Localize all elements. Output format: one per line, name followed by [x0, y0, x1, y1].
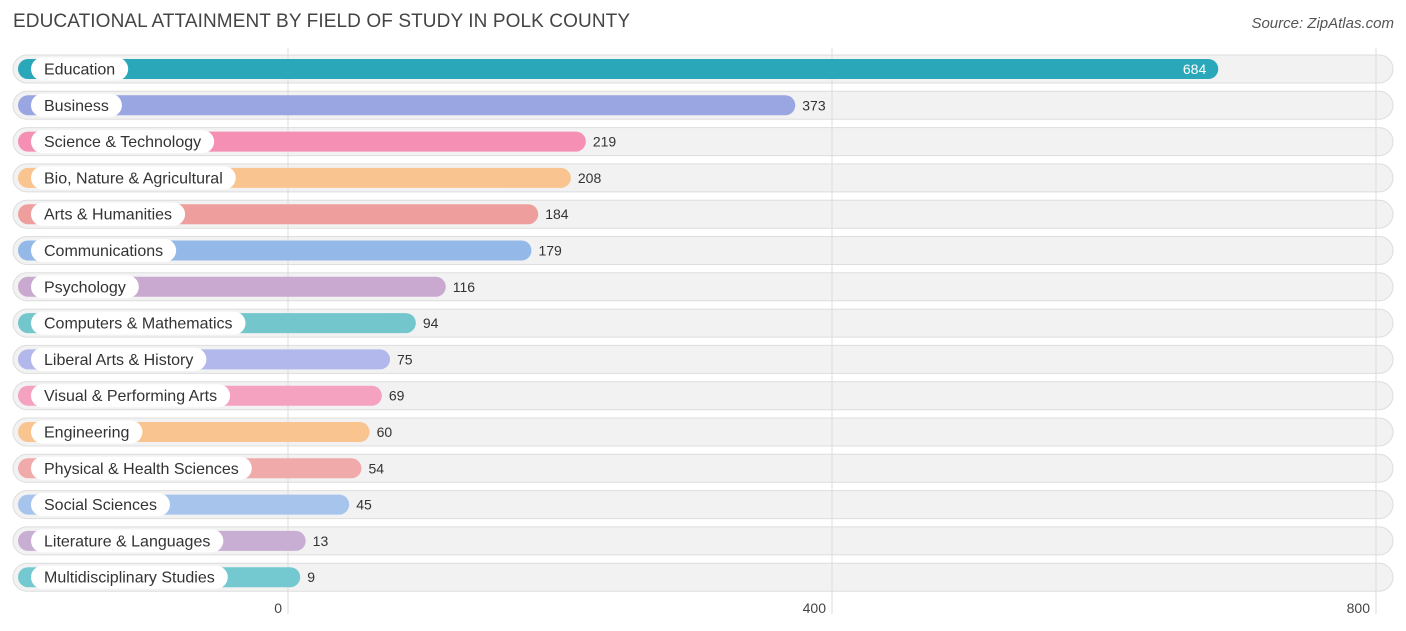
- category-label: Engineering: [44, 425, 129, 442]
- category-label-pill: [31, 347, 207, 371]
- category-label-pill: [31, 202, 186, 226]
- category-label: Business: [44, 98, 109, 115]
- category-label: Education: [44, 62, 115, 79]
- x-tick-label: 400: [803, 600, 827, 616]
- value-label: 45: [356, 497, 372, 513]
- category-label-pill: [31, 166, 236, 190]
- row-background: [12, 562, 1394, 592]
- row-background: [12, 490, 1394, 520]
- value-label: 13: [313, 533, 329, 549]
- chart-title: EDUCATIONAL ATTAINMENT BY FIELD OF STUDY…: [13, 11, 631, 32]
- category-label-pill: [31, 130, 215, 154]
- value-label: 116: [453, 279, 476, 295]
- category-label: Social Sciences: [44, 497, 157, 514]
- category-label: Literature & Languages: [44, 533, 210, 550]
- category-label-pill: [31, 420, 143, 444]
- value-label: 60: [377, 424, 393, 440]
- category-label: Physical & Health Sciences: [44, 461, 239, 478]
- category-label-pill: [31, 565, 228, 589]
- category-label: Multidisciplinary Studies: [44, 570, 215, 587]
- category-label-pill: [31, 311, 246, 335]
- value-label: 54: [368, 460, 384, 476]
- category-label: Arts & Humanities: [44, 207, 172, 224]
- value-label: 684: [1183, 61, 1207, 77]
- value-label: 179: [538, 243, 562, 259]
- source-credit: Source: ZipAtlas.com: [1251, 15, 1394, 32]
- category-label-pill: [31, 239, 177, 262]
- value-label: 94: [423, 315, 439, 331]
- category-label-pill: [31, 493, 170, 517]
- value-label: 184: [545, 206, 569, 222]
- category-label-pill: [31, 275, 139, 299]
- category-label-pill: [31, 57, 129, 81]
- value-label: 9: [307, 569, 315, 585]
- category-label: Communications: [44, 243, 163, 260]
- value-label: 69: [389, 388, 405, 404]
- row-background: [12, 526, 1394, 556]
- value-label: 373: [802, 97, 826, 113]
- value-label: 208: [578, 170, 602, 186]
- category-label-pill: [31, 529, 224, 553]
- category-label: Bio, Nature & Agricultural: [44, 170, 223, 187]
- category-label: Computers & Mathematics: [44, 316, 233, 333]
- category-label: Science & Technology: [44, 134, 201, 151]
- category-label: Liberal Arts & History: [44, 352, 193, 369]
- category-label-pill: [31, 384, 231, 408]
- category-label: Psychology: [44, 279, 126, 296]
- value-label: 75: [397, 351, 413, 367]
- category-label-pill: [31, 93, 122, 117]
- x-tick-label: 800: [1347, 600, 1371, 616]
- category-label-pill: [31, 456, 252, 480]
- x-tick-label: 0: [274, 600, 282, 616]
- bar: [18, 59, 1219, 79]
- category-label: Visual & Performing Arts: [44, 388, 217, 405]
- bar: [18, 95, 796, 116]
- value-label: 219: [593, 134, 617, 150]
